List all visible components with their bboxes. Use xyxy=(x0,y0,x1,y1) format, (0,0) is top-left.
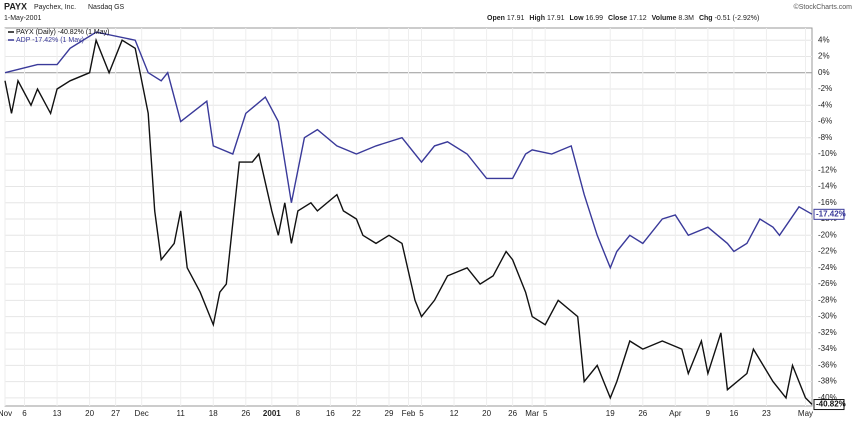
x-tick-label: 11 xyxy=(177,409,186,418)
y-tick-label: -36% xyxy=(818,360,837,369)
x-tick-label: 20 xyxy=(85,409,94,418)
y-tick-label: -24% xyxy=(818,263,837,272)
y-tick-label: -16% xyxy=(818,198,837,207)
quote-name: Chg xyxy=(699,15,713,22)
x-tick-label: 20 xyxy=(482,409,491,418)
quote-name: Volume xyxy=(652,15,677,22)
y-tick-label: -32% xyxy=(818,328,837,337)
quote-name: Close xyxy=(608,15,627,22)
symbol: PAYX xyxy=(4,1,27,11)
x-tick-label: 2001 xyxy=(263,409,281,418)
y-tick-label: 0% xyxy=(818,68,830,77)
x-tick-label: 19 xyxy=(606,409,615,418)
quote-name: Low xyxy=(570,15,585,22)
y-tick-label: -20% xyxy=(818,230,837,239)
company: Paychex, Inc. xyxy=(34,4,76,11)
y-tick-label: -4% xyxy=(818,100,832,109)
x-tick-label: Apr xyxy=(669,409,682,418)
watermark: ©StockCharts.com xyxy=(794,3,853,11)
y-tick-label: -34% xyxy=(818,344,837,353)
y-tick-label: -8% xyxy=(818,133,832,142)
quote-value: 17.12 xyxy=(629,15,647,22)
y-tick-label: -30% xyxy=(818,312,837,321)
end-label-box xyxy=(813,208,845,220)
x-tick-label: Dec xyxy=(135,409,149,418)
x-tick-label: 9 xyxy=(706,409,711,418)
quote-value: 17.91 xyxy=(507,15,525,22)
date: 1-May-2001 xyxy=(4,15,41,22)
end-label-box xyxy=(813,399,845,411)
x-tick-label: 16 xyxy=(729,409,738,418)
y-tick-label: -12% xyxy=(818,165,837,174)
quote-value: 8.3M xyxy=(678,15,694,22)
quote: Open 17.91 High 17.91 Low 16.99 Close 17.12 Volu… xyxy=(487,15,759,22)
x-tick-label: Nov xyxy=(0,409,12,418)
x-tick-label: 27 xyxy=(111,409,120,418)
quote-value: 17.91 xyxy=(547,15,565,22)
quote-value: -0.51 (-2.92%) xyxy=(715,15,760,22)
x-tick-label: 6 xyxy=(22,409,27,418)
series-line xyxy=(4,37,813,405)
legend-label: PAYX (Daily) -40.82% (1 May) xyxy=(16,29,110,36)
x-tick-label: 29 xyxy=(385,409,394,418)
end-label: -40.82% xyxy=(816,400,846,409)
y-tick-label: -22% xyxy=(818,247,837,256)
y-tick-label: -6% xyxy=(818,117,832,126)
x-tick-label: Mar xyxy=(525,409,539,418)
x-tick-label: 8 xyxy=(296,409,301,418)
y-tick-label: -40% xyxy=(818,393,837,402)
x-tick-label: 26 xyxy=(508,409,517,418)
legend: PAYX (Daily) -40.82% (1 May)ADP -17.42% … xyxy=(8,29,110,44)
quote-value: 16.99 xyxy=(586,15,604,22)
y-tick-label: -38% xyxy=(818,377,837,386)
x-tick-label: 16 xyxy=(326,409,335,418)
x-tick-label: 26 xyxy=(638,409,647,418)
x-tick-label: 26 xyxy=(241,409,250,418)
x-tick-label: 23 xyxy=(762,409,771,418)
y-tick-label: -2% xyxy=(818,84,832,93)
quote-name: High xyxy=(529,15,545,22)
y-tick-label: 2% xyxy=(818,52,830,61)
y-tick-label: -10% xyxy=(818,149,837,158)
series-line xyxy=(4,31,813,270)
end-label: -17.42% xyxy=(816,209,846,218)
x-tick-label: 13 xyxy=(53,409,62,418)
grid: 4%2%0%-2%-4%-6%-8%-10%-12%-14%-16%-18%-2… xyxy=(0,28,837,418)
x-tick-label: May xyxy=(798,409,813,418)
x-tick-label: Feb xyxy=(402,409,416,418)
y-tick-label: -28% xyxy=(818,295,837,304)
x-tick-label: 5 xyxy=(543,409,548,418)
quote-name: Open xyxy=(487,15,505,22)
x-tick-label: 5 xyxy=(419,409,424,418)
y-tick-label: 4% xyxy=(818,35,830,44)
lines: -40.82% -17.42% xyxy=(4,31,846,411)
y-tick-label: -26% xyxy=(818,279,837,288)
x-tick-label: 12 xyxy=(450,409,459,418)
legend-label: ADP -17.42% (1 May) xyxy=(16,37,84,44)
x-tick-label: 18 xyxy=(209,409,218,418)
exchange: Nasdaq GS xyxy=(88,4,125,11)
y-tick-label: -14% xyxy=(818,182,837,191)
x-tick-label: 22 xyxy=(352,409,361,418)
